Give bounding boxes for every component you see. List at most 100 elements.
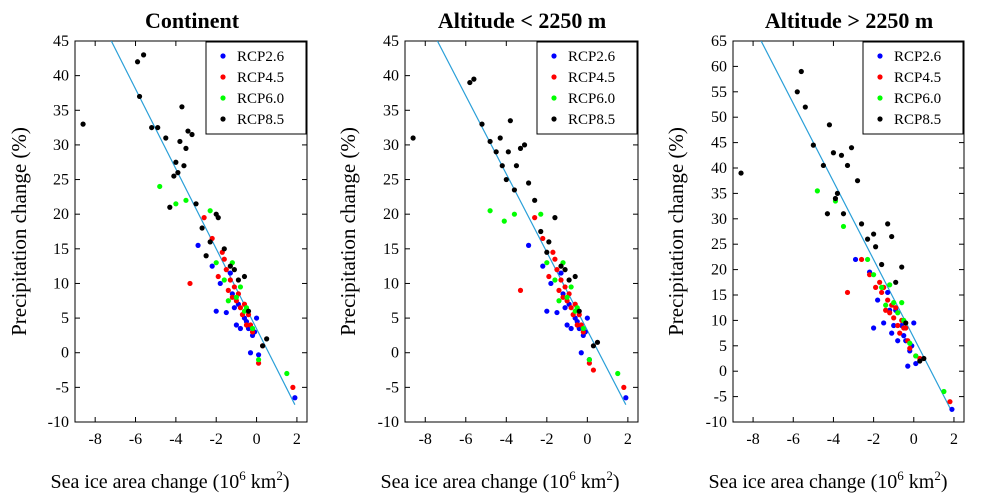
data-point bbox=[568, 325, 574, 332]
data-point bbox=[889, 330, 895, 336]
data-point bbox=[889, 233, 895, 240]
legend-label: RCP8.5 bbox=[568, 112, 615, 128]
data-point bbox=[568, 305, 574, 311]
x-tick-label: -8 bbox=[419, 431, 432, 448]
data-point bbox=[185, 128, 191, 134]
data-point bbox=[503, 176, 509, 183]
data-point bbox=[538, 228, 544, 235]
legend-marker bbox=[877, 116, 883, 122]
data-point bbox=[134, 59, 141, 65]
x-tick-label: -4 bbox=[827, 431, 840, 448]
data-point bbox=[221, 277, 227, 283]
y-tick-label: 15 bbox=[711, 287, 727, 304]
data-point bbox=[820, 162, 826, 169]
data-point bbox=[209, 263, 215, 269]
data-point bbox=[562, 267, 568, 273]
series-rcp26 bbox=[195, 242, 298, 401]
y-tick-label: 40 bbox=[711, 160, 727, 177]
legend-marker bbox=[220, 74, 226, 80]
x-axis-label-part: ) bbox=[283, 471, 290, 493]
data-point bbox=[913, 353, 919, 359]
data-point bbox=[864, 236, 871, 242]
data-point bbox=[540, 263, 546, 269]
x-axis-label: Sea ice area change (106 km2) bbox=[708, 468, 947, 493]
data-point bbox=[897, 330, 903, 336]
legend-marker bbox=[551, 53, 557, 59]
data-point bbox=[911, 320, 917, 326]
data-point bbox=[260, 343, 266, 349]
data-point bbox=[173, 201, 179, 207]
data-point bbox=[899, 300, 905, 306]
data-point bbox=[217, 280, 223, 287]
data-point bbox=[243, 322, 250, 328]
data-point bbox=[852, 256, 859, 263]
x-axis-label-part: Sea ice area change (10 bbox=[708, 471, 897, 493]
data-point bbox=[225, 287, 231, 293]
data-point bbox=[521, 142, 528, 148]
data-point bbox=[879, 284, 885, 290]
y-tick-label: 25 bbox=[383, 172, 399, 189]
plot-area bbox=[410, 41, 629, 405]
data-point bbox=[891, 300, 897, 306]
data-point bbox=[511, 211, 518, 217]
legend-label: RCP6.0 bbox=[568, 91, 615, 107]
series-rcp60 bbox=[814, 188, 947, 395]
y-tick-label: 35 bbox=[383, 102, 399, 119]
data-point bbox=[215, 273, 221, 280]
legend-label: RCP2.6 bbox=[894, 49, 942, 65]
data-point bbox=[292, 395, 298, 401]
chart-title: Continent bbox=[145, 8, 240, 33]
x-tick-label: -2 bbox=[210, 431, 223, 448]
data-point bbox=[221, 246, 227, 252]
data-point bbox=[525, 242, 532, 248]
data-point bbox=[885, 221, 891, 227]
data-point bbox=[511, 187, 518, 193]
y-tick-label: 45 bbox=[383, 33, 399, 50]
data-point bbox=[873, 284, 879, 290]
legend-marker bbox=[551, 95, 557, 101]
data-point bbox=[887, 282, 893, 288]
data-point bbox=[199, 225, 205, 231]
x-axis-label-part: ) bbox=[613, 471, 620, 493]
data-point bbox=[140, 52, 147, 58]
data-point bbox=[552, 256, 558, 262]
data-point bbox=[207, 208, 213, 214]
y-axis-label: Precipitation change (%) bbox=[336, 127, 360, 336]
data-point bbox=[879, 289, 885, 296]
data-point bbox=[231, 284, 237, 290]
data-point bbox=[564, 322, 570, 328]
y-tick-label: 5 bbox=[61, 310, 69, 327]
data-point bbox=[947, 399, 953, 405]
data-point bbox=[875, 297, 881, 303]
x-axis-label-part: 2 bbox=[934, 468, 941, 483]
x-tick-label: 0 bbox=[583, 431, 591, 448]
data-point bbox=[895, 338, 901, 344]
y-tick-label: 25 bbox=[53, 172, 69, 189]
y-tick-label: 45 bbox=[711, 135, 727, 152]
data-point bbox=[183, 197, 189, 203]
legend-label: RCP2.6 bbox=[568, 49, 616, 65]
data-point bbox=[848, 145, 855, 151]
data-point bbox=[879, 261, 885, 268]
x-axis-label-part: 2 bbox=[606, 468, 613, 483]
x-axis-label-part: 6 bbox=[897, 468, 904, 483]
legend-marker bbox=[220, 95, 226, 101]
y-tick-label: 40 bbox=[53, 68, 69, 85]
data-point bbox=[171, 173, 177, 179]
data-point bbox=[548, 280, 554, 287]
y-tick-label: -5 bbox=[56, 379, 69, 396]
data-point bbox=[229, 294, 235, 300]
data-point bbox=[237, 284, 244, 290]
data-point bbox=[562, 284, 568, 290]
data-point bbox=[552, 215, 558, 221]
data-point bbox=[864, 256, 871, 263]
x-tick-label: -2 bbox=[867, 431, 880, 448]
data-point bbox=[517, 287, 524, 293]
data-point bbox=[554, 267, 560, 273]
plot-area bbox=[80, 41, 298, 405]
data-point bbox=[913, 360, 919, 367]
data-point bbox=[814, 188, 820, 194]
series-rcp45 bbox=[844, 256, 953, 405]
data-point bbox=[245, 308, 252, 314]
y-tick-label: 10 bbox=[53, 275, 69, 292]
